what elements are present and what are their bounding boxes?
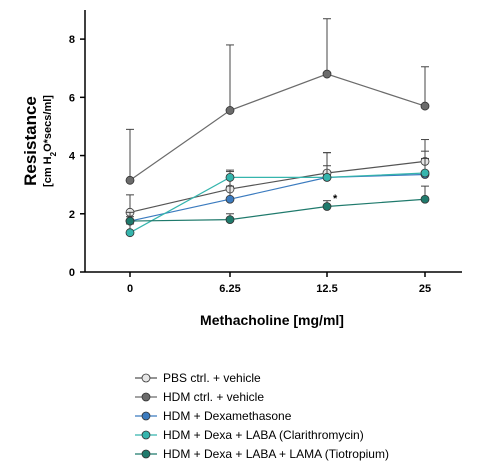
legend-item: HDM + Dexa + LABA + LAMA (Tiotropium)	[135, 447, 389, 461]
x-tick-label: 12.5	[316, 283, 337, 295]
legend-label: HDM + Dexa + LABA + LAMA (Tiotropium)	[163, 447, 389, 461]
data-point	[322, 202, 332, 211]
legend-label: HDM ctrl. + vehicle	[163, 390, 264, 404]
series-layer	[125, 18, 430, 238]
data-point	[322, 172, 332, 182]
y-tick-label: 0	[69, 267, 75, 279]
legend: PBS ctrl. + vehicle HDM ctrl. + vehicle HD…	[135, 371, 389, 461]
series-3	[125, 150, 430, 226]
legend-label: PBS ctrl. + vehicle	[163, 371, 261, 385]
legend-marker	[141, 411, 151, 421]
legend-marker	[141, 449, 151, 459]
legend-item: PBS ctrl. + vehicle	[135, 371, 261, 385]
series-line	[129, 173, 426, 222]
legend-marker	[141, 392, 151, 402]
data-point	[420, 101, 430, 111]
y-ticks: 0 2 4 6 8	[69, 34, 85, 279]
data-point	[420, 194, 430, 204]
data-point	[125, 175, 135, 185]
series-line	[129, 198, 426, 222]
y-tick-label: 6	[69, 92, 75, 104]
y-axis-title-main: Resistance	[21, 96, 40, 186]
y-unit-subscript: 2	[49, 151, 58, 156]
series-line	[129, 172, 426, 234]
data-point	[225, 172, 235, 182]
x-tick-label: 0	[127, 283, 133, 295]
series-4	[125, 157, 430, 238]
y-tick-label: 4	[69, 151, 76, 163]
legend-item: HDM + Dexamethasone	[135, 409, 292, 423]
legend-item: HDM ctrl. + vehicle	[135, 390, 264, 404]
series-line	[129, 73, 426, 181]
y-tick-label: 2	[69, 209, 75, 221]
data-point	[125, 216, 135, 226]
data-point	[225, 106, 235, 115]
y-axis-title: Resistance [cm H2O*secs/ml]	[21, 95, 58, 187]
legend-label: HDM + Dexamethasone	[163, 409, 292, 423]
data-point	[225, 194, 235, 204]
axes	[84, 10, 462, 273]
x-axis-title: Methacholine [mg/ml]	[200, 312, 344, 328]
y-axis-title-unit: [cm H2O*secs/ml]	[42, 95, 58, 187]
x-tick-label: 25	[419, 283, 431, 295]
series-5	[125, 185, 430, 226]
series-line	[129, 160, 426, 213]
legend-label: HDM + Dexa + LABA (Clarithromycin)	[163, 428, 364, 442]
significance-annotation: *	[333, 193, 338, 205]
y-unit-suffix: O*secs/ml]	[42, 95, 54, 152]
data-point	[225, 215, 235, 225]
series-2	[125, 18, 430, 185]
legend-item: HDM + Dexa + LABA (Clarithromycin)	[135, 428, 364, 442]
x-ticks: 0 6.25 12.5 25	[127, 272, 431, 295]
legend-marker	[141, 373, 151, 383]
x-tick-label: 6.25	[219, 283, 240, 295]
y-tick-label: 8	[69, 34, 75, 46]
y-unit-prefix: [cm H	[42, 156, 54, 187]
data-point	[125, 228, 135, 238]
data-point	[420, 168, 430, 178]
legend-marker	[141, 430, 151, 440]
data-point	[322, 69, 332, 79]
